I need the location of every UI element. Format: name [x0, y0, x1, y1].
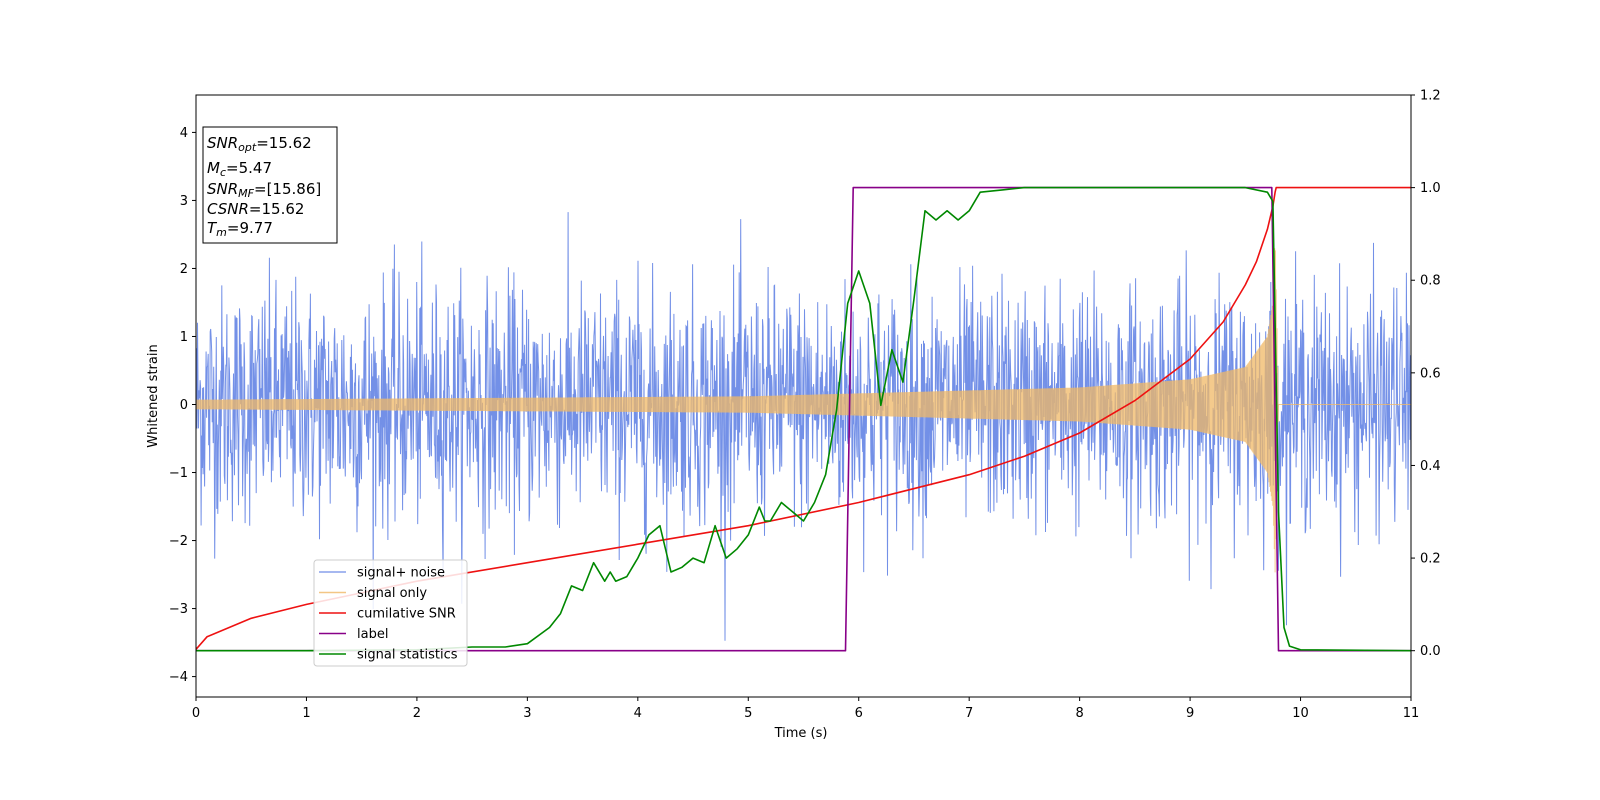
x-tick-label: 8: [1075, 706, 1083, 721]
y-right-tick-label: 0.4: [1420, 459, 1441, 474]
y-left-tick-label: −2: [169, 534, 188, 549]
legend-label: signal statistics: [357, 648, 458, 663]
x-axis-title: Time (s): [774, 726, 828, 741]
y-axis-title: Whitened strain: [146, 344, 161, 447]
y-left-tick-label: −4: [169, 670, 188, 685]
info-line: SNRMF=[15.86]: [207, 180, 321, 200]
x-tick-label: 2: [413, 706, 421, 721]
plot-frame: [195, 94, 1412, 698]
y-left-tick-label: 2: [180, 262, 188, 277]
x-tick-label: 11: [1403, 706, 1420, 721]
info-line: SNRopt=15.62: [207, 134, 312, 154]
y-left-tick-label: −3: [169, 602, 188, 617]
x-tick-label: 9: [1186, 706, 1194, 721]
x-tick-label: 7: [965, 706, 973, 721]
y-right-tick-label: 0.6: [1420, 366, 1441, 381]
y-left-tick-label: 1: [180, 330, 188, 345]
info-line: CSNR=15.62: [207, 200, 304, 218]
legend: signal+ noise signal only cumilative SNR la…: [313, 559, 468, 667]
legend-label: cumilative SNR: [357, 607, 456, 622]
series-signal-statistics: [196, 186, 1411, 652]
series-signal-only: [196, 248, 1411, 573]
legend-label: signal+ noise: [357, 566, 445, 581]
y-right-tick-label: 1.0: [1420, 181, 1441, 196]
y-left-tick-label: 3: [180, 194, 188, 209]
info-line: Mc=5.47: [207, 159, 272, 179]
info-line: Tm=9.77: [207, 219, 273, 239]
x-tick-label: 4: [634, 706, 642, 721]
legend-label: signal only: [357, 586, 427, 601]
y-right-tick-label: 0.8: [1420, 274, 1441, 289]
x-tick-label: 0: [192, 706, 200, 721]
legend-label: label: [357, 627, 388, 642]
x-tick-label: 3: [523, 706, 531, 721]
info-box: SNRopt=15.62 Mc=5.47SNRMF=[15.86]CSNR=15.…: [202, 126, 338, 244]
x-tick-label: 6: [855, 706, 863, 721]
y-left-tick-label: 0: [180, 398, 188, 413]
y-right-tick-label: 0.2: [1420, 552, 1441, 567]
y-right-tick-label: 0.0: [1420, 644, 1441, 659]
y-right-tick-label: 1.2: [1420, 89, 1441, 104]
x-tick-label: 10: [1292, 706, 1309, 721]
x-tick-label: 5: [744, 706, 752, 721]
y-left-tick-label: −1: [169, 466, 188, 481]
x-tick-label: 1: [302, 706, 310, 721]
y-left-tick-label: 4: [180, 126, 188, 141]
